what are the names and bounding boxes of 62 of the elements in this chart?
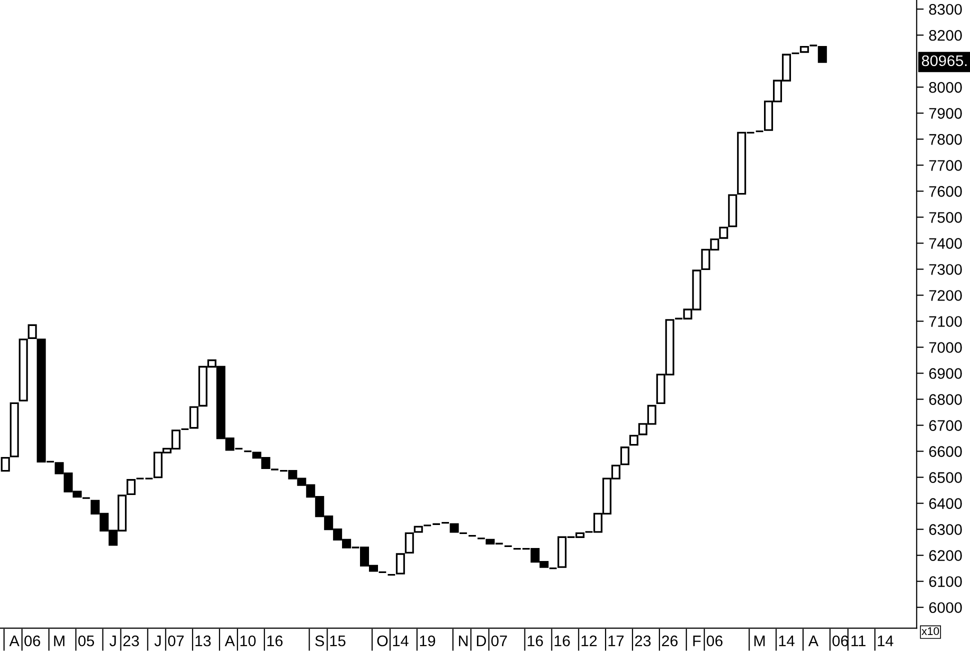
x-tick-label: D: [476, 636, 486, 646]
y-tick-label: 6300: [929, 524, 962, 535]
x-tick-label: 06: [706, 635, 722, 646]
x-tick-label: 07: [168, 635, 184, 646]
x-tick-label: J: [110, 636, 116, 646]
y-tick-label: 7000: [929, 342, 962, 353]
y-tick-label: 7500: [929, 212, 962, 223]
x-tick-label: 14: [779, 636, 795, 646]
x-tick-label: S: [315, 635, 324, 646]
y-tick-label: 6500: [929, 472, 962, 483]
x-tick-label: 10: [240, 635, 256, 646]
y-tick-label: 7900: [929, 108, 962, 119]
y-tick-label: 7200: [929, 290, 962, 301]
x-tick-label: 07: [491, 635, 507, 646]
x-tick-label: 15: [330, 636, 346, 646]
x-tick-label: 23: [635, 635, 651, 646]
x-tick-label: A: [224, 636, 235, 646]
x-tick-label: 26: [662, 635, 678, 646]
x-tick-label: 14: [878, 636, 894, 646]
x-tick-label: J: [154, 636, 161, 646]
y-tick-label: 7300: [929, 264, 962, 275]
y-tick-label: 6000: [929, 602, 962, 614]
x-tick-label: 12: [582, 635, 597, 646]
x-tick-label: 06: [832, 635, 848, 646]
y-tick-label: 6200: [929, 550, 962, 562]
y-tick-label: 7100: [929, 316, 962, 327]
y-tick-label: 7800: [929, 134, 962, 145]
y-tick-label: 6900: [929, 368, 962, 379]
x-tick-label: 14: [393, 636, 408, 646]
candlestick: [629, 434, 638, 446]
y-tick-label: 6400: [929, 498, 962, 509]
y-tick-label: 6800: [929, 394, 962, 405]
x-tick-label: O: [377, 635, 388, 646]
x-tick-label: M: [754, 636, 765, 646]
x-tick-label: A: [808, 636, 818, 646]
x-tick-label: 23: [123, 635, 139, 646]
y-tick-label: 7600: [929, 186, 962, 197]
candlestick: [414, 526, 423, 533]
x-tick-label: 16: [554, 635, 570, 646]
text: 80965.: [922, 55, 967, 66]
x-tick-label: 05: [78, 635, 94, 646]
x-tick-label: M: [54, 636, 64, 646]
y-tick-label: 8000: [929, 82, 962, 93]
x-tick-label: 17: [608, 636, 624, 646]
candlestick: [450, 523, 459, 533]
x-tick-label: 16: [528, 635, 543, 646]
y-tick-label: 8300: [929, 4, 962, 15]
y-tick-label: 6600: [929, 446, 962, 457]
y-tick-label: 8200: [929, 30, 962, 41]
x-tick-label: A: [9, 636, 20, 646]
y-tick-label: 6700: [929, 420, 962, 431]
x-tick-label: 13: [196, 635, 211, 646]
x-tick-label: 06: [24, 635, 40, 646]
y-tick-label: 7400: [929, 238, 962, 249]
x-tick-label: 16: [267, 635, 283, 646]
x-tick-label: 19: [420, 635, 436, 646]
x-tick-label: 11: [852, 636, 866, 646]
y-tick-label: 6100: [929, 576, 962, 588]
text: x10: [922, 627, 939, 636]
x-tick-label: F: [693, 636, 701, 646]
x-tick-label: N: [459, 636, 468, 646]
y-tick-label: 7700: [929, 160, 962, 171]
